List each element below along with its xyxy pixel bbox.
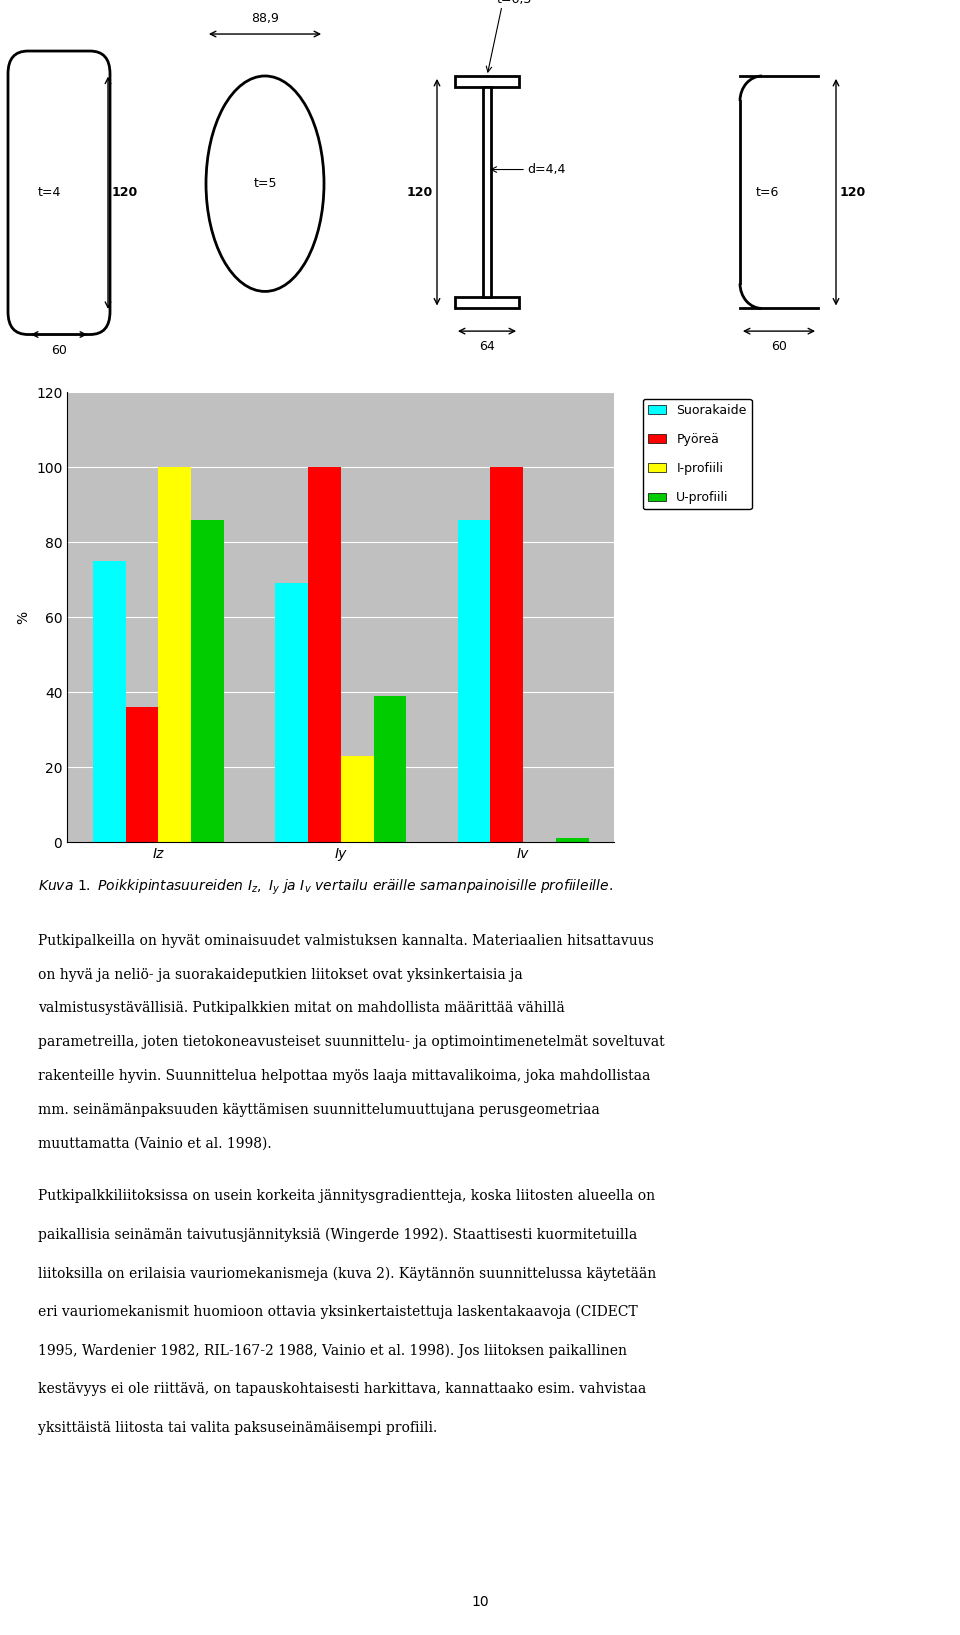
Text: Putkipalkkiliitoksissa on usein korkeita jännitysgradientteja, koska liitosten a: Putkipalkkiliitoksissa on usein korkeita…	[38, 1190, 656, 1203]
Text: parametreilla, joten tietokoneavusteiset suunnittelu- ja optimointimenetelmät so: parametreilla, joten tietokoneavusteiset…	[38, 1035, 665, 1050]
Bar	[455, 298, 519, 309]
Text: d=4,4: d=4,4	[527, 164, 565, 177]
Bar	[191, 520, 224, 842]
Text: 10: 10	[471, 1596, 489, 1609]
Text: t=6: t=6	[756, 186, 780, 199]
Text: t=5: t=5	[253, 177, 276, 190]
Y-axis label: %: %	[16, 610, 31, 625]
Text: Putkipalkeilla on hyvät ominaisuudet valmistuksen kannalta. Materiaalien hitsatt: Putkipalkeilla on hyvät ominaisuudet val…	[38, 934, 655, 948]
Text: 120: 120	[112, 186, 138, 199]
Bar	[126, 706, 158, 842]
Bar	[373, 697, 406, 842]
Bar	[483, 87, 491, 298]
Text: $\it{Kuva\ 1.\ Poikkipintasuureiden\ I_z,\ I_y\ ja\ I_v\ vertailu\ eräille\ sama: $\it{Kuva\ 1.\ Poikkipintasuureiden\ I_z…	[38, 878, 613, 896]
FancyBboxPatch shape	[8, 51, 110, 335]
Bar	[158, 468, 191, 842]
Text: 88,9: 88,9	[252, 11, 279, 25]
Text: muuttamatta (Vainio et al. 1998).: muuttamatta (Vainio et al. 1998).	[38, 1136, 272, 1151]
Bar	[455, 75, 519, 87]
Text: t=4: t=4	[38, 186, 61, 199]
Text: eri vauriomekanismit huomioon ottavia yksinkertaistettuja laskentakaavoja (CIDEC: eri vauriomekanismit huomioon ottavia yk…	[38, 1305, 638, 1319]
Bar	[276, 584, 308, 842]
Text: liitoksilla on erilaisia vauriomekanismeja (kuva 2). Käytännön suunnittelussa kä: liitoksilla on erilaisia vauriomekanisme…	[38, 1267, 657, 1280]
Text: 120: 120	[840, 186, 866, 199]
Text: yksittäistä liitosta tai valita paksuseinämäisempi profiili.: yksittäistä liitosta tai valita paksusei…	[38, 1421, 438, 1434]
Text: rakenteille hyvin. Suunnittelua helpottaa myös laaja mittavalikoima, joka mahdol: rakenteille hyvin. Suunnittelua helpotta…	[38, 1069, 651, 1082]
Text: kestävyys ei ole riittävä, on tapauskohtaisesti harkittava, kannattaako esim. va: kestävyys ei ole riittävä, on tapauskoht…	[38, 1382, 647, 1396]
Text: valmistusystävällisiä. Putkipalkkien mitat on mahdollista määrittää vähillä: valmistusystävällisiä. Putkipalkkien mit…	[38, 1002, 565, 1015]
Text: paikallisia seinämän taivutusjännityksiä (Wingerde 1992). Staattisesti kuormitet: paikallisia seinämän taivutusjännityksiä…	[38, 1228, 637, 1243]
Text: mm. seinämänpaksuuden käyttämisen suunnittelumuuttujana perusgeometriaa: mm. seinämänpaksuuden käyttämisen suunni…	[38, 1104, 600, 1117]
Bar	[341, 755, 373, 842]
Bar	[308, 468, 341, 842]
Text: t=6,3: t=6,3	[497, 0, 532, 5]
Legend: Suorakaide, Pyöreä, I-profiili, U-profiili: Suorakaide, Pyöreä, I-profiili, U-profii…	[642, 399, 752, 510]
Text: 60: 60	[771, 340, 787, 353]
Bar	[556, 839, 588, 842]
Text: 1995, Wardenier 1982, RIL-167-2 1988, Vainio et al. 1998). Jos liitoksen paikall: 1995, Wardenier 1982, RIL-167-2 1988, Va…	[38, 1344, 628, 1357]
Text: on hyvä ja neliö- ja suorakaideputkien liitokset ovat yksinkertaisia ja: on hyvä ja neliö- ja suorakaideputkien l…	[38, 968, 523, 981]
Text: 120: 120	[407, 186, 433, 199]
Text: 64: 64	[479, 340, 494, 353]
Bar	[491, 468, 523, 842]
Text: 60: 60	[51, 343, 67, 356]
Ellipse shape	[206, 75, 324, 291]
Bar	[458, 520, 491, 842]
Bar	[93, 561, 126, 842]
